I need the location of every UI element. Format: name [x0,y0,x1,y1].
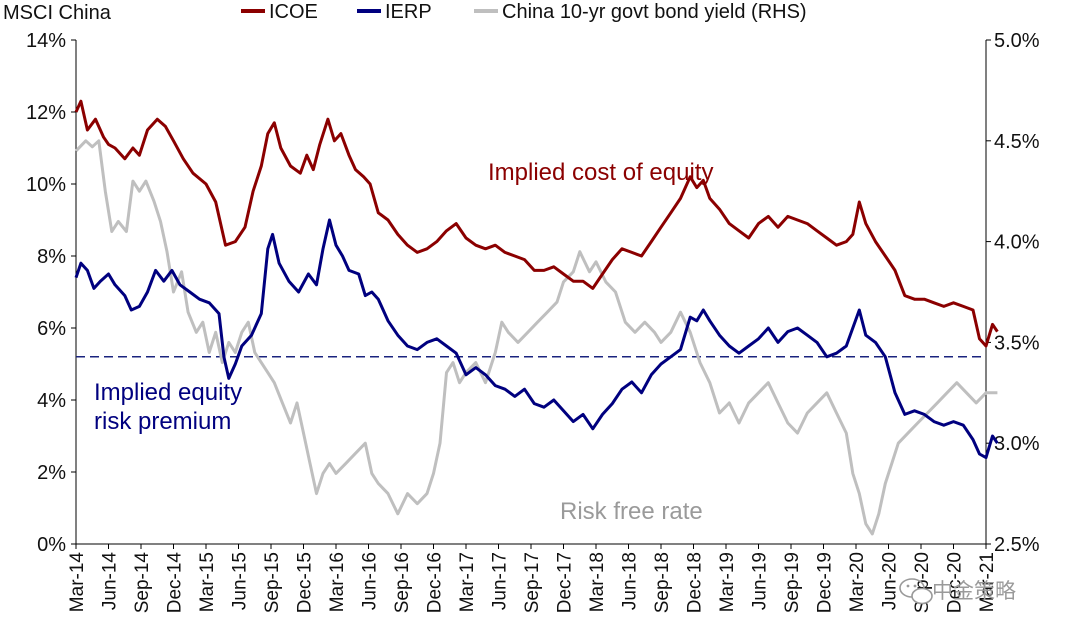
y-left-tick-label: 4% [37,390,66,412]
y-left-tick-label: 14% [26,30,66,52]
bond-yield-line [74,139,998,536]
watermark-text: 中金策略 [932,579,1016,603]
axes: 0% 2% 4% 6% 8% 10% 12% 14% 2.5% 3.0% 3.5% 4.0% 4.5% 5… [26,30,1040,613]
x-tick-label: Dec-20 [945,552,966,613]
annotation-implied-equity-risk-premium: Implied equity risk premium [94,379,242,435]
x-tick-label: Mar-21 [977,552,998,612]
x-tick-label: Jun-16 [360,552,381,610]
x-tick-label: Jun-15 [230,552,251,610]
y-left-tick-label: 8% [37,246,66,268]
y-right-tick-label: 4.0% [994,232,1040,254]
x-tick-label: Dec-17 [555,552,576,613]
y-right-tick-label: 2.5% [994,534,1040,556]
annotation-implied-cost-of-equity: Implied cost of equity [488,159,713,186]
y-left-tick-label: 2% [37,462,66,484]
y-right-tick-label: 3.5% [994,332,1040,354]
x-tick-label: Dec-14 [165,552,186,614]
x-tick-label: Mar-16 [327,552,348,612]
wechat-icon [899,578,933,605]
x-tick-label: Sep-15 [262,552,283,613]
x-tick-label: Sep-18 [652,552,673,613]
watermark: 中金策略 [899,578,1016,605]
chart-title: MSCI China [3,2,112,24]
y-left-tick-label: 6% [37,318,66,340]
legend-bond-yield-label: China 10-yr govt bond yield (RHS) [502,1,807,23]
annotations-layer: Implied cost of equity Implied equity risk… [94,159,713,525]
y-left-tick-label: 0% [37,534,66,556]
legend-icoe-label: ICOE [269,1,318,23]
y-right-tick-label: 4.5% [994,131,1040,153]
icoe-line [74,99,999,348]
x-tick-label: Sep-19 [782,552,803,613]
y-right-tick-label: 5.0% [994,30,1040,52]
x-tick-label: Mar-19 [717,552,738,612]
x-tick-label: Dec-15 [295,552,316,613]
y-right-tick-label: 3.0% [994,433,1040,455]
x-tick-label: Sep-16 [392,552,413,613]
x-tick-label: Jun-14 [100,552,121,611]
series-layer [74,99,999,536]
x-tick-label: Dec-18 [685,552,706,613]
x-tick-label: Jun-18 [620,552,641,610]
x-tick-label: Jun-20 [880,552,901,610]
y-left-tick-label: 10% [26,174,66,196]
x-tick-label: Dec-16 [425,552,446,613]
x-tick-label: Mar-14 [67,552,88,613]
x-tick-label: Jun-19 [750,552,771,610]
ierp-line [74,218,999,460]
x-tick-label: Mar-17 [457,552,478,612]
x-tick-label: Sep-17 [522,552,543,613]
x-tick-label: Jun-17 [490,552,511,610]
x-tick-label: Mar-15 [197,552,218,612]
x-tick-label: Mar-20 [847,552,868,612]
legend: ICOE IERP China 10-yr govt bond yield (RHS… [241,1,807,23]
x-tick-label: Dec-19 [815,552,836,613]
x-tick-label: Mar-18 [587,552,608,612]
annotation-risk-free-rate: Risk free rate [560,498,703,525]
x-tick-label: Sep-14 [132,552,153,614]
legend-ierp-label: IERP [385,1,432,23]
y-left-tick-label: 12% [26,102,66,124]
